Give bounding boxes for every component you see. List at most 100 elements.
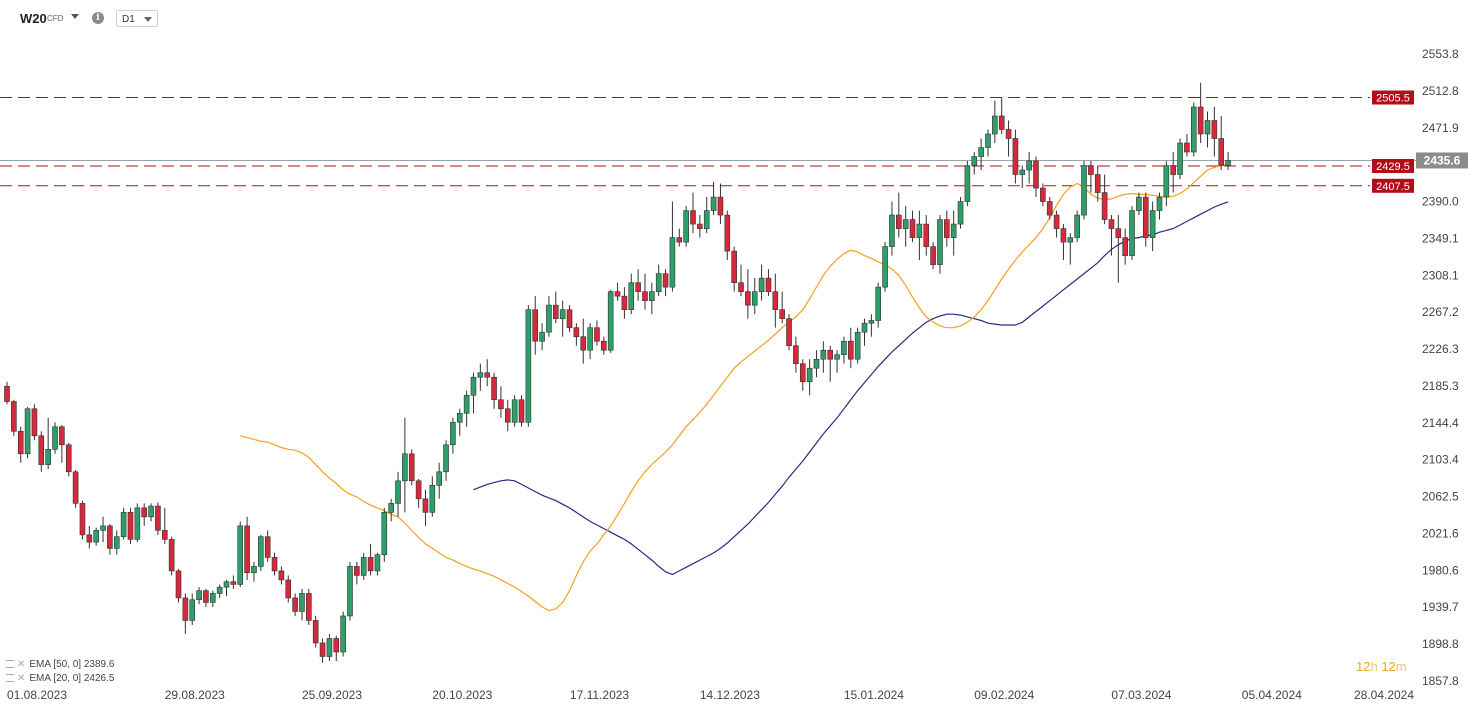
candle-body [1204, 120, 1211, 135]
candle-body [1184, 142, 1190, 153]
candle-body [546, 304, 552, 333]
candle-body [422, 498, 429, 513]
candle-body [909, 219, 916, 238]
candle-body [107, 525, 113, 549]
countdown-hours: 12 [1356, 659, 1371, 674]
candle-body [4, 385, 10, 402]
remove-icon[interactable]: ✕ [17, 659, 26, 670]
visibility-icon[interactable] [6, 660, 14, 669]
y-tick-label: 2144.4 [1422, 416, 1459, 430]
candle-body [24, 408, 31, 455]
candle-body [1094, 174, 1101, 193]
visibility-icon[interactable] [6, 674, 14, 683]
level-label: 2407.5 [1376, 181, 1410, 193]
legend-ema20[interactable]: ✕ EMA [20, 0] 2426.5 [6, 673, 114, 684]
candle-body [203, 590, 209, 603]
candle-body [895, 214, 902, 229]
x-tick-label: 15.01.2024 [844, 688, 904, 702]
candle-body [196, 590, 202, 601]
level-label: 2505.5 [1376, 93, 1410, 105]
candle-body [772, 291, 779, 310]
candle-body [765, 277, 772, 292]
candle-body [539, 331, 545, 342]
candle-body [642, 291, 648, 301]
symbol-label[interactable]: W20 [20, 11, 47, 26]
symbol-dropdown-icon[interactable] [71, 14, 79, 19]
candle-body [127, 512, 134, 540]
x-tick-label: 01.08.2023 [7, 688, 67, 702]
candle-body [306, 593, 312, 621]
candle-body [621, 295, 628, 310]
candle-body [1108, 219, 1115, 229]
y-tick-label: 2349.1 [1422, 231, 1459, 245]
candle-body [751, 291, 758, 306]
candle-countdown: 12h 12m [1356, 659, 1407, 674]
candle-body [827, 349, 834, 360]
info-icon[interactable]: i [92, 12, 104, 24]
candle-body [498, 399, 504, 410]
countdown-minutes: 12 [1381, 659, 1396, 674]
x-tick-label: 14.12.2023 [700, 688, 760, 702]
candle-body [100, 525, 106, 531]
candle-body [882, 246, 888, 288]
candle-body [1088, 165, 1094, 175]
candle-body [518, 399, 525, 423]
candle-body [258, 536, 264, 567]
candle-body [59, 426, 65, 446]
candle-body [731, 250, 737, 283]
candle-body [134, 507, 141, 540]
candle-body [916, 223, 923, 238]
candle-body [697, 223, 703, 229]
candle-body [38, 435, 45, 465]
candle-body [429, 485, 436, 513]
countdown-h-unit: h [1370, 659, 1378, 674]
candle-body [552, 304, 559, 319]
candle-body [1136, 196, 1142, 211]
candle-body [1122, 237, 1128, 256]
y-tick-label: 2062.5 [1422, 490, 1459, 504]
candle-body [1074, 214, 1080, 238]
candle-body [285, 579, 292, 599]
candle-body [978, 147, 984, 157]
candle-body [175, 570, 182, 599]
timeframe-select[interactable]: D1 [116, 10, 158, 27]
candle-body [889, 214, 895, 247]
candle-body [155, 505, 161, 531]
legend-ema50[interactable]: ✕ EMA [50, 0] 2389.6 [6, 659, 114, 670]
candle-body [11, 401, 17, 432]
candle-body [210, 593, 216, 603]
candle-body [511, 399, 518, 423]
candle-body [1142, 196, 1149, 238]
candle-body [491, 376, 497, 401]
candle-body [443, 444, 449, 473]
candle-body [113, 536, 120, 549]
candle-body [594, 327, 600, 342]
candle-body [950, 223, 957, 238]
candle-body [161, 530, 168, 540]
candle-body [1149, 210, 1156, 238]
candle-body [1005, 129, 1012, 139]
candle-body [312, 620, 319, 644]
candle-body [292, 597, 298, 612]
candle-body [1033, 160, 1039, 189]
candle-body [998, 115, 1005, 130]
candle-body [1218, 138, 1225, 166]
candle-body [944, 219, 950, 238]
x-tick-label: 09.02.2024 [974, 688, 1034, 702]
candle-body [388, 503, 394, 513]
candle-body [1026, 160, 1032, 171]
candle-body [710, 196, 717, 211]
x-tick-label: 05.04.2024 [1242, 688, 1302, 702]
countdown-m-unit: m [1395, 659, 1407, 674]
remove-icon[interactable]: ✕ [17, 673, 26, 684]
candle-body [182, 597, 189, 621]
symbol-type-label: CFD [47, 14, 64, 23]
candle-body [717, 196, 724, 216]
x-tick-label: 20.10.2023 [432, 688, 492, 702]
chevron-down-icon [144, 17, 152, 22]
candle-body [745, 291, 751, 306]
candle-body [635, 282, 641, 292]
candle-body [683, 210, 689, 243]
candle-body [278, 570, 285, 581]
